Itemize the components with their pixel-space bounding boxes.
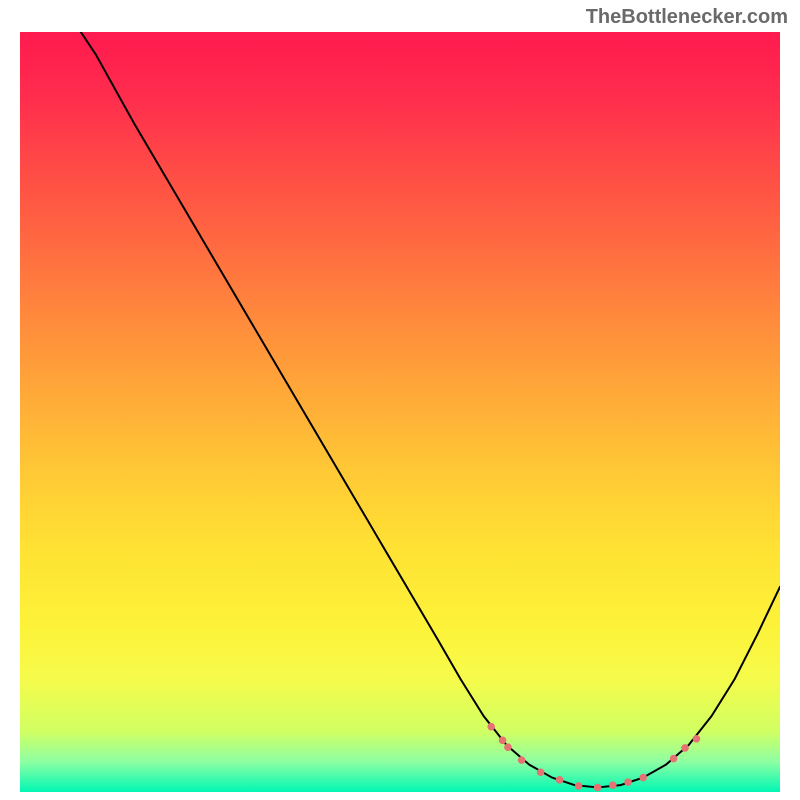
chart-svg	[20, 32, 780, 792]
marker-dot	[518, 756, 526, 764]
chart-background	[20, 32, 780, 792]
marker-dot	[504, 743, 512, 751]
marker-dot	[499, 737, 507, 745]
marker-dot	[556, 776, 564, 784]
bottleneck-chart	[20, 32, 780, 792]
marker-dot	[624, 778, 632, 786]
marker-dot	[537, 768, 545, 776]
marker-dot	[670, 755, 678, 763]
marker-dot	[693, 735, 701, 743]
marker-dot	[609, 781, 617, 789]
marker-dot	[639, 774, 647, 782]
marker-dot	[594, 784, 602, 792]
marker-dot	[487, 723, 495, 731]
marker-dot	[681, 744, 689, 752]
watermark-text: TheBottlenecker.com	[586, 6, 788, 29]
chart-container: TheBottlenecker.com	[0, 0, 800, 800]
marker-dot	[575, 782, 583, 790]
